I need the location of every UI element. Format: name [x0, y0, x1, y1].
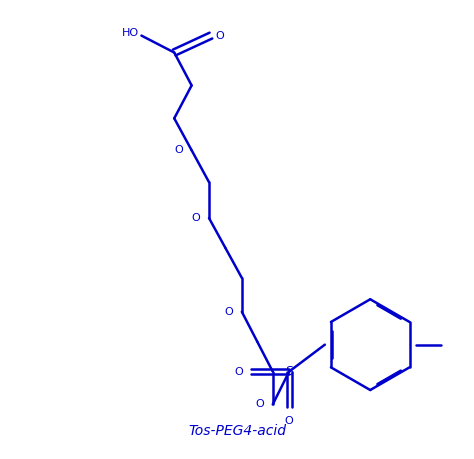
Text: O: O — [174, 145, 183, 155]
Text: S: S — [285, 365, 293, 378]
Text: O: O — [225, 307, 233, 317]
Text: Tos-PEG4-acid: Tos-PEG4-acid — [188, 425, 286, 438]
Text: O: O — [235, 367, 243, 376]
Text: O: O — [216, 31, 224, 40]
Text: HO: HO — [122, 28, 139, 38]
Text: O: O — [192, 213, 201, 223]
Text: O: O — [285, 416, 293, 425]
Text: O: O — [255, 399, 264, 409]
